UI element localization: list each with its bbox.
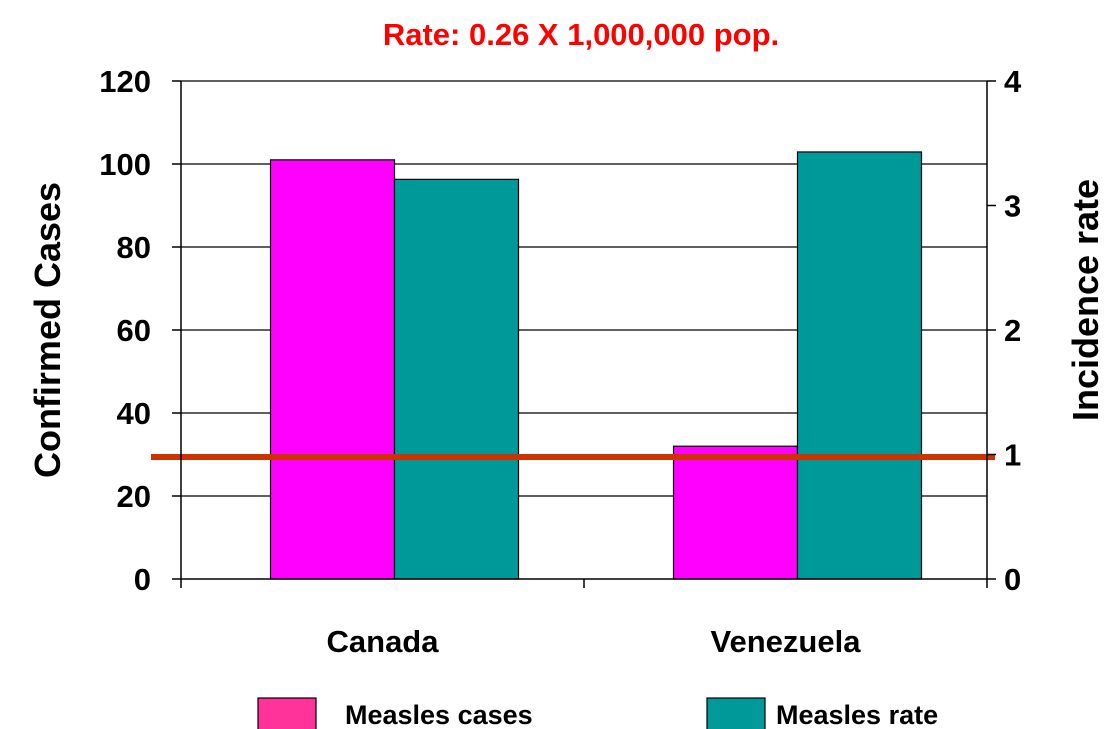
y-axis-title-left: Confirmed Cases <box>27 182 68 478</box>
right-tick-label: 0 <box>1004 562 1021 597</box>
legend-swatch-cases <box>257 697 317 729</box>
legend-label-cases: Measles cases <box>345 700 533 729</box>
right-tick-label: 4 <box>1004 64 1022 99</box>
left-tick-label: 100 <box>99 147 151 182</box>
left-tick-label: 0 <box>134 562 151 597</box>
rate-annotation: Rate: 0.26 X 1,000,000 pop. <box>383 17 779 52</box>
left-tick-label: 40 <box>117 396 151 431</box>
legend-label-rate: Measles rate <box>776 700 938 729</box>
right-tick-label: 1 <box>1004 438 1021 473</box>
left-tick-label: 80 <box>117 230 151 265</box>
y-axis-title-right: Incidence rate <box>1065 179 1106 421</box>
right-tick-label: 3 <box>1004 189 1021 224</box>
category-label-venezuela: Venezuela <box>711 624 862 659</box>
left-tick-label: 20 <box>117 479 151 514</box>
left-axis-ticks: 0 20 40 60 80 100 120 <box>99 64 181 597</box>
bar-cases-venezuela <box>672 445 799 580</box>
bar-rate-venezuela <box>796 151 923 580</box>
right-tick-label: 2 <box>1004 313 1021 348</box>
legend: Measles cases Measles rate <box>257 697 938 729</box>
bar-rate-canada <box>393 178 520 580</box>
left-tick-label: 60 <box>117 313 151 348</box>
legend-swatch-rate <box>706 697 766 729</box>
right-axis-ticks: 0 1 2 3 4 <box>987 64 1022 597</box>
left-tick-label: 120 <box>99 64 151 99</box>
category-labels: Canada Venezuela <box>327 624 862 659</box>
bars <box>269 151 923 580</box>
bar-cases-canada <box>269 159 396 580</box>
category-label-canada: Canada <box>327 624 440 659</box>
